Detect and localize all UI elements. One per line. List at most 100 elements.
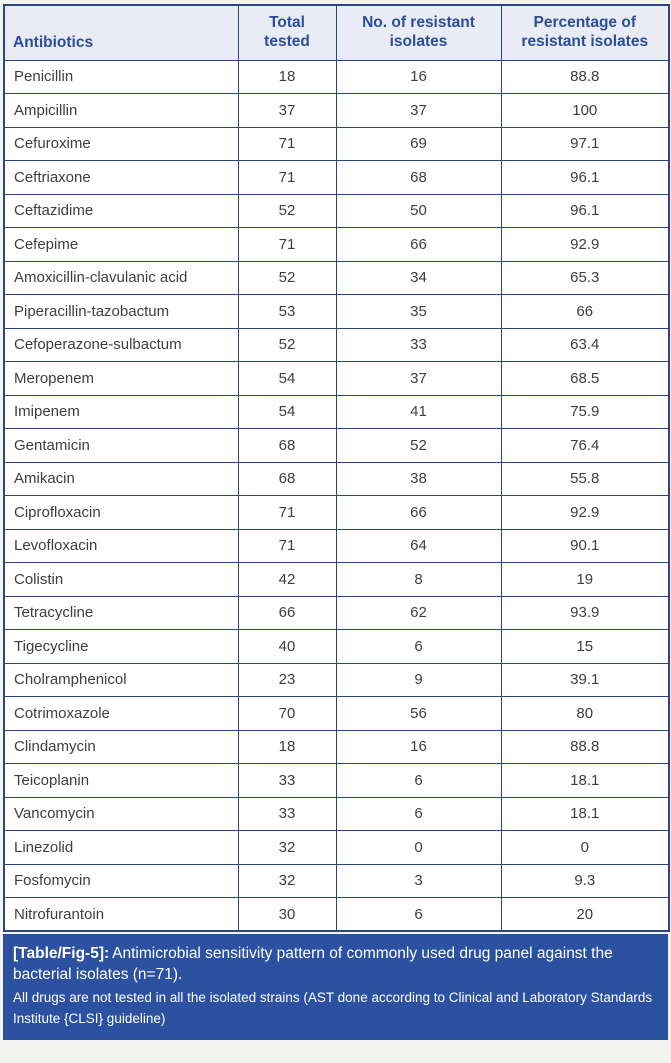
value-cell: 71 xyxy=(237,126,337,161)
value-cell: 66 xyxy=(237,595,337,630)
value-cell: 23 xyxy=(237,662,337,697)
antibiotic-name-cell: Amoxicillin-clavulanic acid xyxy=(3,260,239,295)
table-body: Penicillin 18 16 88.8 Ampicillin 37 37 100 Cefur… xyxy=(3,59,670,932)
antibiotic-name-cell: Teicoplanin xyxy=(3,763,239,798)
table-row: Penicillin 18 16 88.8 xyxy=(3,59,670,94)
value-cell: 18.1 xyxy=(500,796,670,831)
value-cell: 54 xyxy=(237,361,337,396)
value-cell: 33 xyxy=(237,796,337,831)
value-cell: 68 xyxy=(335,160,502,195)
antibiotic-name-cell: Cefoperazone-sulbactum xyxy=(3,327,239,362)
value-cell: 96.1 xyxy=(500,160,670,195)
value-cell: 34 xyxy=(335,260,502,295)
value-cell: 68 xyxy=(237,461,337,496)
value-cell: 53 xyxy=(237,294,337,329)
value-cell: 66 xyxy=(335,227,502,262)
value-cell: 6 xyxy=(335,763,502,798)
table-row: Levofloxacin 71 64 90.1 xyxy=(3,528,670,563)
value-cell: 88.8 xyxy=(500,59,670,94)
table-row: Linezolid 32 0 0 xyxy=(3,830,670,865)
value-cell: 52 xyxy=(335,428,502,463)
table-row: Colistin 42 8 19 xyxy=(3,562,670,597)
antibiotic-name-cell: Amikacin xyxy=(3,461,239,496)
antibiotic-name-cell: Gentamicin xyxy=(3,428,239,463)
table-row: Tigecycline 40 6 15 xyxy=(3,629,670,664)
value-cell: 71 xyxy=(237,495,337,530)
value-cell: 65.3 xyxy=(500,260,670,295)
value-cell: 20 xyxy=(500,897,670,932)
antibiotic-name-cell: Fosfomycin xyxy=(3,863,239,898)
value-cell: 3 xyxy=(335,863,502,898)
col-header-antibiotics: Antibiotics xyxy=(3,4,239,61)
value-cell: 92.9 xyxy=(500,227,670,262)
value-cell: 70 xyxy=(237,696,337,731)
value-cell: 16 xyxy=(335,729,502,764)
value-cell: 55.8 xyxy=(500,461,670,496)
value-cell: 33 xyxy=(237,763,337,798)
value-cell: 33 xyxy=(335,327,502,362)
value-cell: 80 xyxy=(500,696,670,731)
table-row: Vancomycin 33 6 18.1 xyxy=(3,796,670,831)
value-cell: 18 xyxy=(237,59,337,94)
value-cell: 75.9 xyxy=(500,394,670,429)
antibiotic-name-cell: Penicillin xyxy=(3,59,239,94)
table-row: Clindamycin 18 16 88.8 xyxy=(3,729,670,764)
table-row: Cefuroxime 71 69 97.1 xyxy=(3,126,670,161)
value-cell: 37 xyxy=(237,93,337,128)
value-cell: 15 xyxy=(500,629,670,664)
table-row: Nitrofurantoin 30 6 20 xyxy=(3,897,670,932)
antibiotic-name-cell: Colistin xyxy=(3,562,239,597)
value-cell: 76.4 xyxy=(500,428,670,463)
value-cell: 0 xyxy=(500,830,670,865)
value-cell: 96.1 xyxy=(500,193,670,228)
value-cell: 32 xyxy=(237,863,337,898)
antibiotic-name-cell: Nitrofurantoin xyxy=(3,897,239,932)
table-row: Gentamicin 68 52 76.4 xyxy=(3,428,670,463)
value-cell: 68 xyxy=(237,428,337,463)
antibiotic-name-cell: Vancomycin xyxy=(3,796,239,831)
figure-caption-band: [Table/Fig-5]: Antimicrobial sensitivity … xyxy=(3,934,668,1040)
value-cell: 64 xyxy=(335,528,502,563)
value-cell: 41 xyxy=(335,394,502,429)
value-cell: 71 xyxy=(237,160,337,195)
value-cell: 66 xyxy=(335,495,502,530)
table-header: Antibiotics Total tested No. of resistan… xyxy=(3,4,670,61)
value-cell: 63.4 xyxy=(500,327,670,362)
value-cell: 16 xyxy=(335,59,502,94)
value-cell: 40 xyxy=(237,629,337,664)
value-cell: 37 xyxy=(335,361,502,396)
value-cell: 37 xyxy=(335,93,502,128)
value-cell: 30 xyxy=(237,897,337,932)
value-cell: 50 xyxy=(335,193,502,228)
value-cell: 6 xyxy=(335,897,502,932)
header-row: Antibiotics Total tested No. of resistan… xyxy=(3,4,670,61)
value-cell: 32 xyxy=(237,830,337,865)
value-cell: 39.1 xyxy=(500,662,670,697)
value-cell: 68.5 xyxy=(500,361,670,396)
antibiotic-name-cell: Clindamycin xyxy=(3,729,239,764)
value-cell: 6 xyxy=(335,796,502,831)
caption-main: [Table/Fig-5]: Antimicrobial sensitivity … xyxy=(13,943,658,985)
table-row: Amoxicillin-clavulanic acid 52 34 65.3 xyxy=(3,260,670,295)
antibiotic-name-cell: Ampicillin xyxy=(3,93,239,128)
table-row: Imipenem 54 41 75.9 xyxy=(3,394,670,429)
value-cell: 9 xyxy=(335,662,502,697)
antibiotic-name-cell: Tigecycline xyxy=(3,629,239,664)
value-cell: 42 xyxy=(237,562,337,597)
value-cell: 71 xyxy=(237,528,337,563)
value-cell: 97.1 xyxy=(500,126,670,161)
col-header-percentage-resistant: Percentage of resistant isolates xyxy=(500,4,670,61)
antibiotic-name-cell: Cefuroxime xyxy=(3,126,239,161)
antibiotic-name-cell: Cotrimoxazole xyxy=(3,696,239,731)
value-cell: 52 xyxy=(237,193,337,228)
caption-text: Antimicrobial sensitivity pattern of com… xyxy=(13,945,613,983)
table-row: Ampicillin 37 37 100 xyxy=(3,93,670,128)
antibiotic-name-cell: Ciprofloxacin xyxy=(3,495,239,530)
value-cell: 62 xyxy=(335,595,502,630)
antibiotic-name-cell: Ceftriaxone xyxy=(3,160,239,195)
value-cell: 90.1 xyxy=(500,528,670,563)
table-row: Ciprofloxacin 71 66 92.9 xyxy=(3,495,670,530)
value-cell: 100 xyxy=(500,93,670,128)
table-row: Teicoplanin 33 6 18.1 xyxy=(3,763,670,798)
value-cell: 18.1 xyxy=(500,763,670,798)
